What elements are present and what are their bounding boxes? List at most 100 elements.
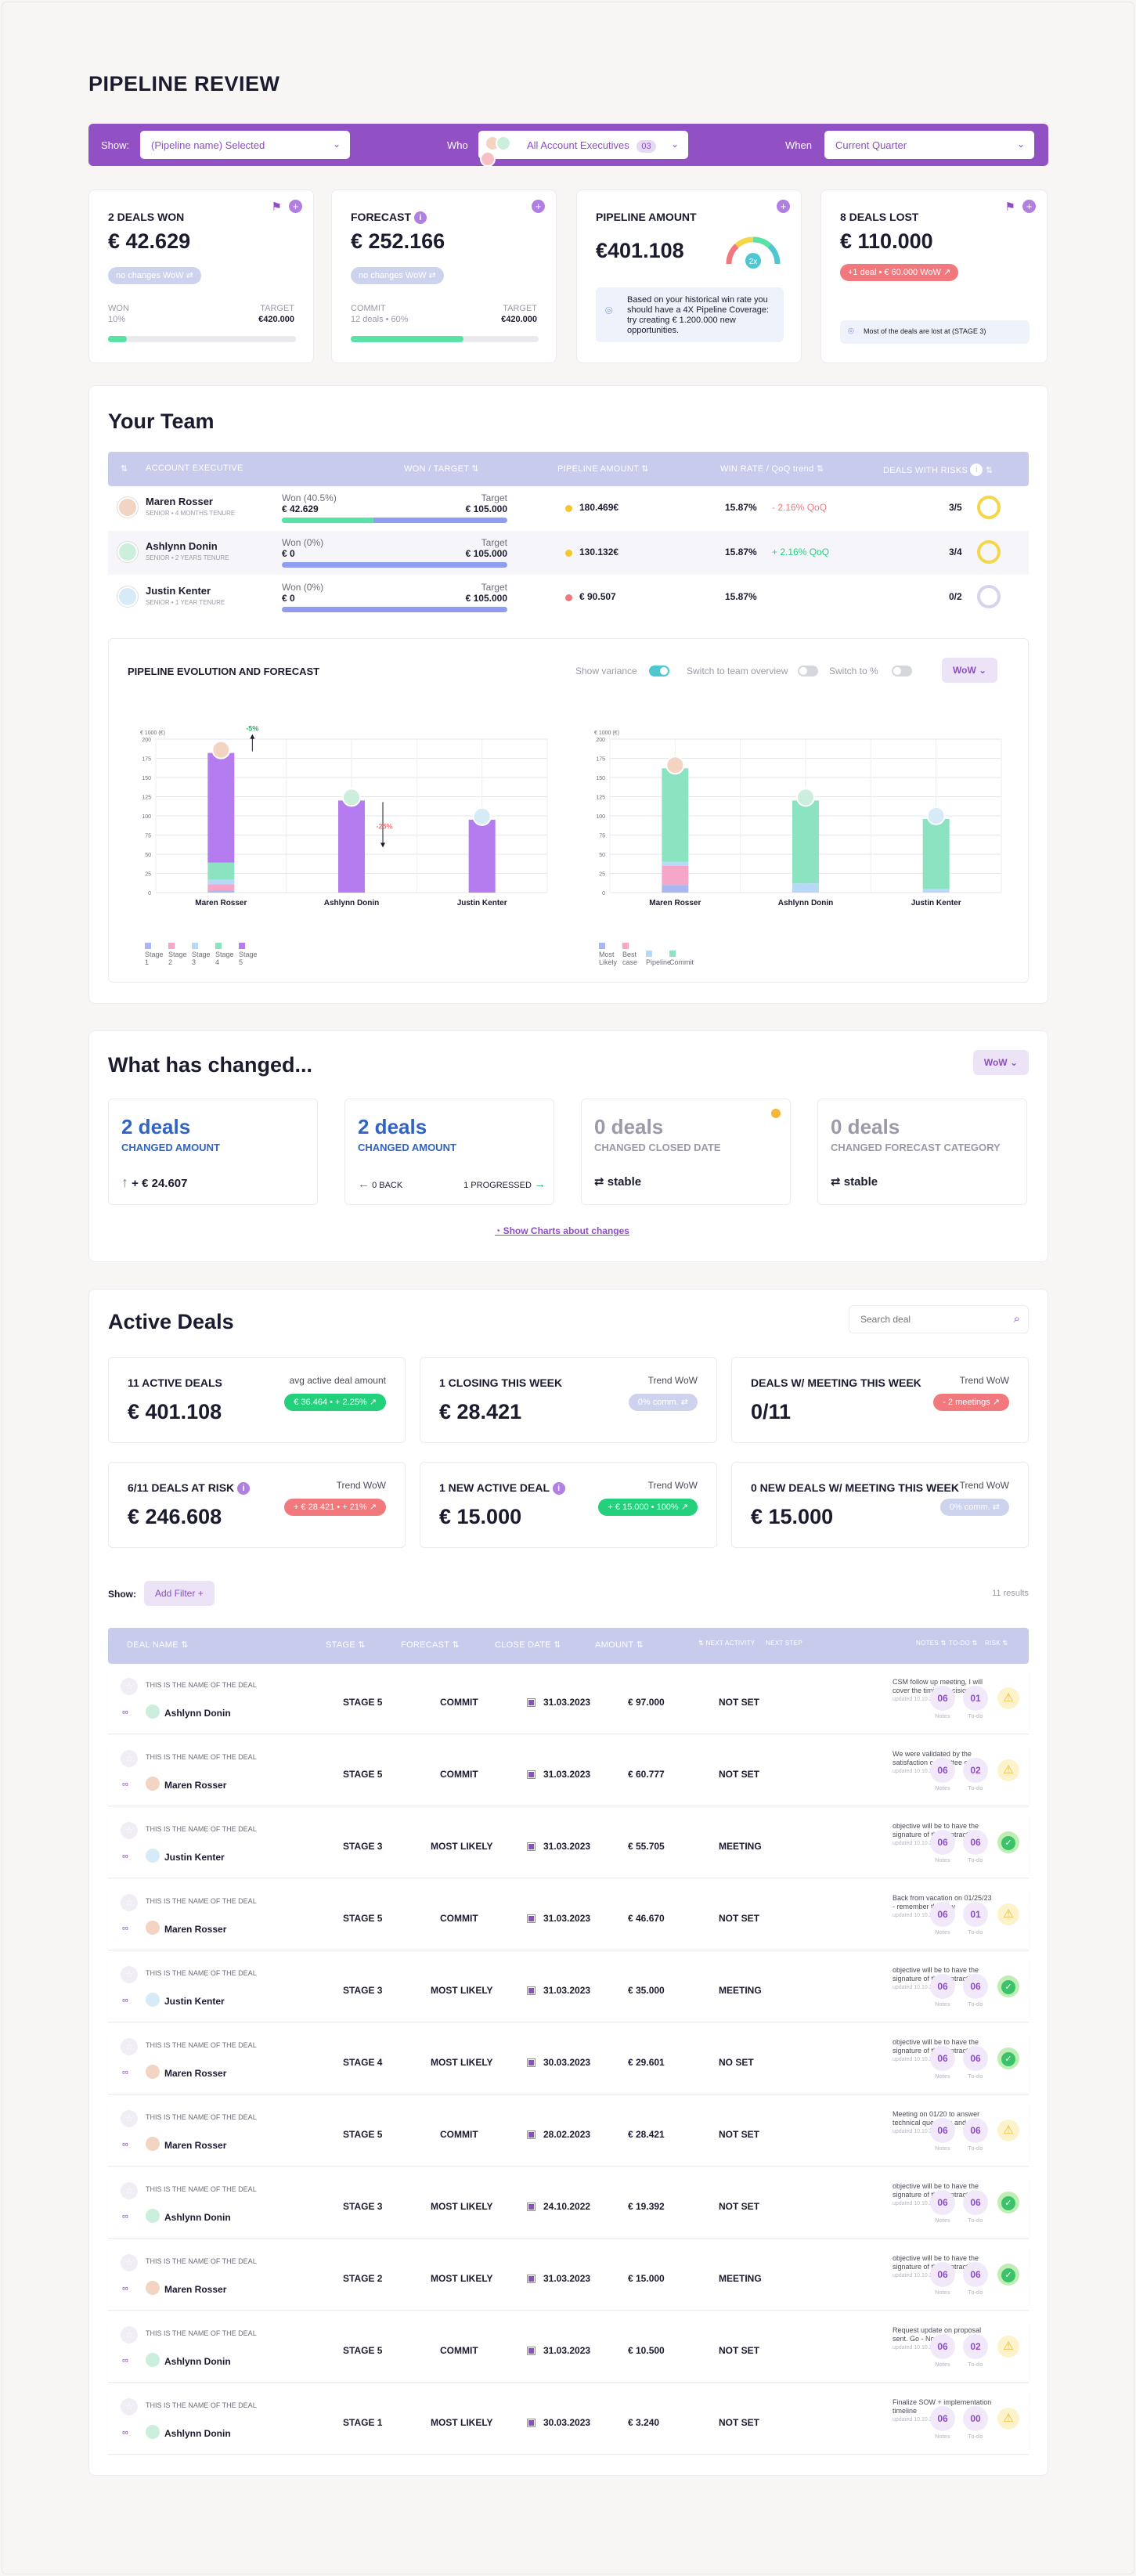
link-icon[interactable]: ∞ xyxy=(122,2068,128,2077)
changes-wow-dropdown[interactable]: WoW ⌄ xyxy=(972,1050,1029,1075)
flag-icon[interactable]: ⚑ xyxy=(271,200,282,214)
link-icon[interactable]: ∞ xyxy=(122,2428,128,2437)
active-deal-kpi-card[interactable]: 6/11 DEALS AT RISK i € 246.608 Trend WoW + … xyxy=(108,1462,406,1548)
col-forecast[interactable]: FORECAST ⇅ xyxy=(401,1640,460,1650)
notes-count[interactable]: 06 Notes xyxy=(930,1902,955,1936)
add-icon[interactable]: + xyxy=(289,200,302,213)
link-icon[interactable]: ∞ xyxy=(122,2212,128,2221)
notes-count[interactable]: 06 Notes xyxy=(930,2334,955,2368)
col-won-target[interactable]: WON / TARGET ⇅ xyxy=(404,464,479,474)
col-close-date[interactable]: CLOSE DATE ⇅ xyxy=(495,1640,561,1650)
col-todo[interactable]: TO-DO ⇅ xyxy=(949,1640,978,1647)
show-change-charts-link[interactable]: ◔ Show Charts about changes xyxy=(495,1225,629,1236)
table-row[interactable]: ☆ THIS IS THE NAME OF THE DEAL ∞ Ashlynn Do… xyxy=(108,2174,1029,2239)
todo-count[interactable]: 06 To-do xyxy=(963,2118,988,2152)
link-icon[interactable]: ∞ xyxy=(122,1924,128,1933)
table-row[interactable]: ☆ THIS IS THE NAME OF THE DEAL ∞ Ashlynn Do… xyxy=(108,2390,1029,2455)
change-card-stage[interactable]: 2 deals CHANGED AMOUNT ← 0 BACK 1 PROGRE… xyxy=(344,1099,554,1205)
notes-count[interactable]: 06 Notes xyxy=(930,2406,955,2440)
todo-count[interactable]: 00 To-do xyxy=(963,2406,988,2440)
link-icon[interactable]: ∞ xyxy=(122,2356,128,2365)
star-icon[interactable]: ☆ xyxy=(121,2110,138,2127)
warning-icon[interactable]: ⚠ xyxy=(997,2120,1019,2141)
col-account-executive[interactable]: ACCOUNT EXECUTIVE xyxy=(146,464,243,473)
check-icon[interactable]: ✓ xyxy=(997,2264,1019,2286)
search-icon[interactable]: ⌕ xyxy=(1013,1312,1020,1326)
link-icon[interactable]: ∞ xyxy=(122,1996,128,2005)
link-icon[interactable]: ∞ xyxy=(122,2284,128,2293)
switch-team-toggle[interactable] xyxy=(798,666,818,676)
star-icon[interactable]: ☆ xyxy=(121,2398,138,2415)
table-row[interactable]: ☆ THIS IS THE NAME OF THE DEAL ∞ Maren Ross… xyxy=(108,2030,1029,2094)
table-row[interactable]: ☆ THIS IS THE NAME OF THE DEAL ∞ Ashlynn Do… xyxy=(108,1670,1029,1734)
star-icon[interactable]: ☆ xyxy=(121,2182,138,2199)
risk-ring[interactable] xyxy=(977,496,1001,519)
change-card-forecast-category[interactable]: 0 deals CHANGED FORECAST CATEGORY ⇄ stab… xyxy=(817,1099,1027,1205)
team-row[interactable]: Ashlynn Donin SENIOR • 2 YEARS TENURE Won … xyxy=(108,531,1029,575)
star-icon[interactable]: ☆ xyxy=(121,2326,138,2343)
todo-count[interactable]: 06 To-do xyxy=(963,1974,988,2008)
wow-dropdown[interactable]: WoW ⌄ xyxy=(942,658,998,683)
notes-count[interactable]: 06 Notes xyxy=(930,2190,955,2224)
col-deals-with-risks[interactable]: DEALS WITH RISKS i ⇅ xyxy=(883,464,994,476)
check-icon[interactable]: ✓ xyxy=(997,1831,1019,1853)
notes-count[interactable]: 06 Notes xyxy=(930,2262,955,2296)
pipeline-select[interactable]: (Pipeline name) Selected ⌄ xyxy=(140,131,350,159)
link-icon[interactable]: ∞ xyxy=(122,1708,128,1717)
star-icon[interactable]: ☆ xyxy=(121,1966,138,1983)
todo-count[interactable]: 06 To-do xyxy=(963,2046,988,2080)
info-icon[interactable]: i xyxy=(552,1482,565,1495)
table-row[interactable]: ☆ THIS IS THE NAME OF THE DEAL ∞ Maren Ross… xyxy=(108,1742,1029,1806)
notes-count[interactable]: 06 Notes xyxy=(930,1974,955,2008)
todo-count[interactable]: 01 To-do xyxy=(963,1902,988,1936)
when-select[interactable]: Current Quarter ⌄ xyxy=(824,131,1034,159)
table-row[interactable]: ☆ THIS IS THE NAME OF THE DEAL ∞ Maren Ross… xyxy=(108,2246,1029,2311)
star-icon[interactable]: ☆ xyxy=(121,2254,138,2271)
todo-count[interactable]: 01 To-do xyxy=(963,1686,988,1719)
table-row[interactable]: ☆ THIS IS THE NAME OF THE DEAL ∞ Justin Ken… xyxy=(108,1958,1029,2022)
flag-icon[interactable]: ⚑ xyxy=(1004,200,1015,214)
active-deal-kpi-card[interactable]: 0 NEW DEALS W/ MEETING THIS WEEK € 15.000… xyxy=(731,1462,1029,1548)
active-deal-kpi-card[interactable]: 11 ACTIVE DEALS € 401.108 avg active deal … xyxy=(108,1357,406,1443)
star-icon[interactable]: ☆ xyxy=(121,1894,138,1911)
col-deal-name[interactable]: DEAL NAME ⇅ xyxy=(127,1640,189,1650)
change-card-close-date[interactable]: 0 deals CHANGED CLOSED DATE ⇄ stable xyxy=(581,1099,791,1205)
add-icon[interactable]: + xyxy=(777,200,790,213)
link-icon[interactable]: ∞ xyxy=(122,2140,128,2149)
active-deal-kpi-card[interactable]: 1 NEW ACTIVE DEAL i € 15.000 Trend WoW + € … xyxy=(420,1462,717,1548)
warning-icon[interactable]: ⚠ xyxy=(997,1903,1019,1925)
todo-count[interactable]: 02 To-do xyxy=(963,2334,988,2368)
table-row[interactable]: ☆ THIS IS THE NAME OF THE DEAL ∞ Maren Ross… xyxy=(108,2102,1029,2167)
todo-count[interactable]: 06 To-do xyxy=(963,2190,988,2224)
star-icon[interactable]: ☆ xyxy=(121,1822,138,1839)
risk-ring[interactable] xyxy=(977,585,1001,608)
link-icon[interactable]: ∞ xyxy=(122,1780,128,1789)
todo-count[interactable]: 02 To-do xyxy=(963,1758,988,1791)
sort-icon[interactable]: ⇅ xyxy=(121,464,128,474)
col-pipeline-amount[interactable]: PIPELINE AMOUNT ⇅ xyxy=(557,464,649,474)
notes-count[interactable]: 06 Notes xyxy=(930,1830,955,1863)
add-icon[interactable]: + xyxy=(1022,200,1036,213)
add-icon[interactable]: + xyxy=(532,200,545,213)
col-amount[interactable]: AMOUNT ⇅ xyxy=(595,1640,644,1650)
col-next-activity[interactable]: ⇅ NEXT ACTIVITY xyxy=(698,1640,756,1647)
check-icon[interactable]: ✓ xyxy=(997,2192,1019,2213)
table-row[interactable]: ☆ THIS IS THE NAME OF THE DEAL ∞ Maren Ross… xyxy=(108,1886,1029,1950)
info-icon[interactable]: i xyxy=(413,211,427,224)
who-select[interactable]: All Account Executives 03 ⌄ xyxy=(478,131,688,167)
search-input[interactable] xyxy=(849,1306,998,1333)
show-variance-toggle[interactable] xyxy=(649,666,669,676)
switch-pct-toggle[interactable] xyxy=(892,666,912,676)
check-icon[interactable]: ✓ xyxy=(997,1975,1019,1997)
todo-count[interactable]: 06 To-do xyxy=(963,2262,988,2296)
star-icon[interactable]: ☆ xyxy=(121,1678,138,1695)
warning-icon[interactable]: ⚠ xyxy=(997,2336,1019,2358)
notes-count[interactable]: 06 Notes xyxy=(930,2046,955,2080)
add-filter-button[interactable]: Add Filter + xyxy=(144,1581,215,1606)
col-win-rate[interactable]: WIN RATE / QoQ trend ⇅ xyxy=(720,464,824,474)
notes-count[interactable]: 06 Notes xyxy=(930,1686,955,1719)
table-row[interactable]: ☆ THIS IS THE NAME OF THE DEAL ∞ Justin Ken… xyxy=(108,1814,1029,1878)
active-deal-kpi-card[interactable]: 1 CLOSING THIS WEEK € 28.421 Trend WoW 0% c… xyxy=(420,1357,717,1443)
star-icon[interactable]: ☆ xyxy=(121,2038,138,2055)
team-row[interactable]: Justin Kenter SENIOR • 1 YEAR TENURE Won (… xyxy=(108,575,1029,619)
